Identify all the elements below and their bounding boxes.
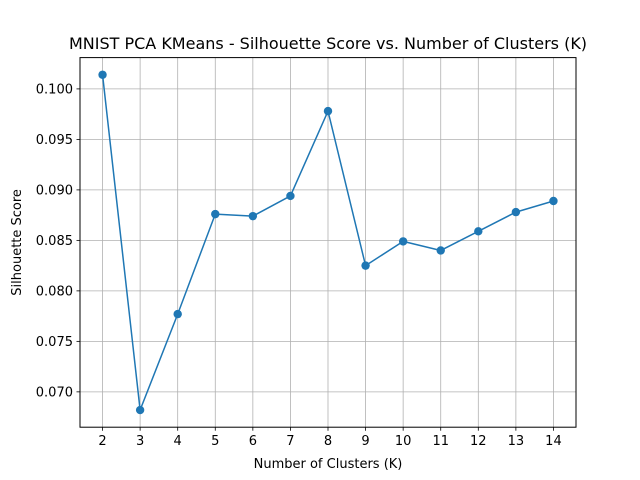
x-tick-label: 13 [508,434,525,449]
data-point [511,207,521,217]
y-tick-label: 0.085 [36,234,73,249]
data-point [211,209,220,219]
data-point [436,246,445,255]
data-point [248,211,258,221]
x-tick-label: 12 [470,434,487,449]
x-tick-label: 3 [136,434,144,449]
x-tick-label: 11 [432,434,449,449]
data-point [474,227,483,236]
x-axis-label: Number of Clusters (K) [254,457,403,472]
y-tick-label: 0.095 [36,133,73,148]
x-tick-label: 8 [324,434,332,449]
x-tick-label: 7 [286,434,294,449]
chart-title: MNIST PCA KMeans - Silhouette Score vs. … [69,34,587,53]
data-point [323,106,333,116]
x-tick-label: 2 [98,434,106,449]
y-tick-label: 0.070 [36,385,73,400]
y-axis-ticks: 0.070 0.075 0.080 0.085 0.090 0.095 0.100 [36,82,80,400]
y-tick-label: 0.080 [36,284,73,299]
data-point [98,70,107,79]
data-point [398,237,408,246]
y-axis-label: Silhouette Score [10,189,25,296]
x-tick-label: 6 [249,434,257,449]
x-tick-label: 14 [545,434,562,449]
x-tick-label: 5 [211,434,219,449]
data-point [135,405,145,415]
x-tick-label: 9 [361,434,369,449]
data-point [361,261,370,270]
data-point [173,309,182,319]
data-point [286,191,295,201]
x-tick-label: 4 [174,434,182,449]
series-layer [98,70,558,415]
x-tick-label: 10 [395,434,412,449]
data-point [549,196,558,206]
y-tick-label: 0.075 [36,335,73,350]
y-tick-label: 0.100 [36,82,73,97]
y-tick-label: 0.090 [36,183,73,198]
grid [80,57,576,428]
x-axis-ticks: 2 3 4 5 6 7 8 9 10 11 12 13 14 [98,427,562,449]
